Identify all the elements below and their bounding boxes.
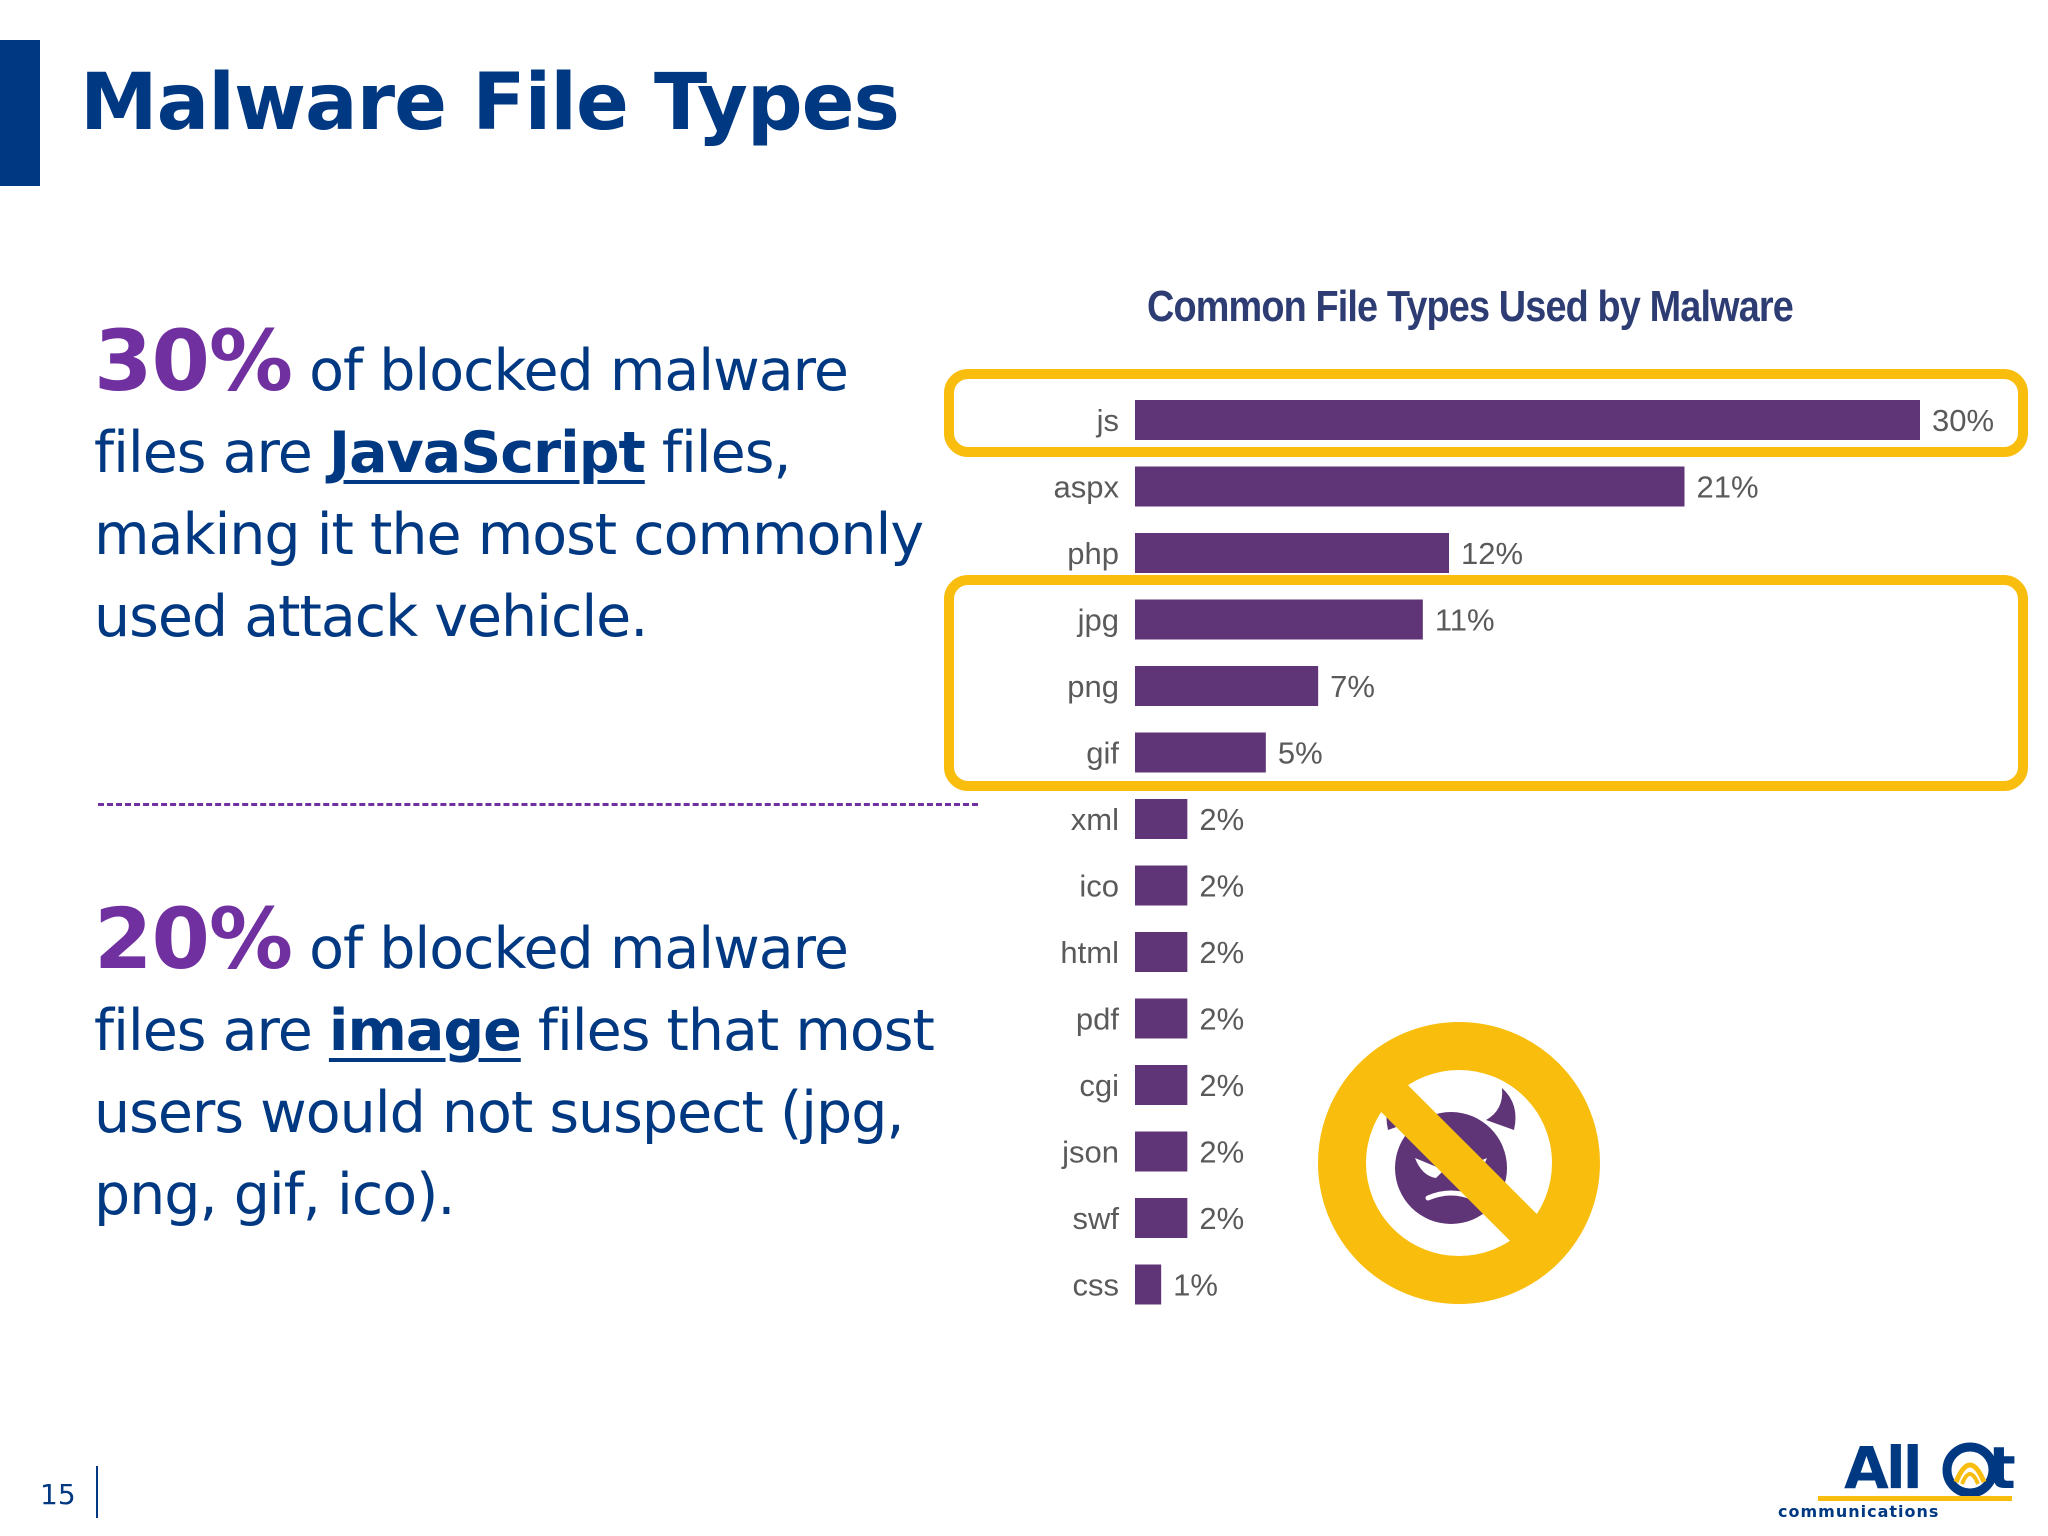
value-label-cgi: 2% (1199, 1068, 1244, 1103)
bar-php (1135, 533, 1449, 573)
stat-text: files that most users would not suspect … (94, 998, 935, 1228)
stat-text: of blocked malware files are (94, 916, 849, 1064)
bar-chart: js 30% aspx 21% php 12% jpg 11% png 7% gif 5% xml 2% i… (1054, 400, 1994, 1305)
highlight-box-images (944, 575, 2028, 791)
bar-html (1135, 932, 1188, 972)
category-label-json: json (1061, 1135, 1119, 1170)
stat-percent: 30% (94, 312, 293, 410)
bar-swf (1135, 1198, 1188, 1238)
value-label-jpg: 11% (1435, 603, 1495, 638)
category-label-png: png (1067, 669, 1119, 704)
bar-js (1135, 400, 1920, 440)
value-label-css: 1% (1173, 1268, 1218, 1303)
category-label-ico: ico (1079, 869, 1119, 904)
value-label-png: 7% (1330, 669, 1375, 704)
category-label-cgi: cgi (1079, 1068, 1119, 1103)
highlight-box-javascript (944, 369, 2028, 457)
category-label-js: js (1096, 403, 1119, 438)
category-label-jpg: jpg (1077, 603, 1119, 638)
value-label-pdf: 2% (1199, 1002, 1244, 1037)
value-label-aspx: 21% (1697, 470, 1759, 505)
bar-css (1135, 1264, 1162, 1305)
value-label-gif: 5% (1278, 736, 1323, 771)
chart-title: Common File Types Used by Malware (1147, 282, 1794, 331)
bar-ico (1135, 865, 1188, 906)
bar-xml (1135, 799, 1188, 839)
no-malware-sign-icon (1318, 1022, 1600, 1304)
category-label-swf: swf (1073, 1201, 1120, 1236)
logo-subtitle: communications (1778, 1502, 1940, 1521)
bar-jpg (1135, 599, 1423, 640)
logo-text: All (1844, 1434, 1923, 1502)
stat-javascript: 30% of blocked malware files are JavaScr… (94, 319, 954, 658)
value-label-js: 30% (1932, 403, 1994, 438)
stat-emphasis: JavaScript (328, 420, 646, 486)
value-label-swf: 2% (1199, 1201, 1244, 1236)
bar-png (1135, 666, 1319, 706)
slide-title: Malware File Types (80, 58, 900, 148)
bar-pdf (1135, 998, 1188, 1039)
logo-underline (1818, 1496, 2012, 1501)
value-label-xml: 2% (1199, 802, 1244, 837)
category-label-xml: xml (1071, 802, 1119, 837)
stat-text: files, making it the most commonly used … (94, 420, 924, 650)
value-label-html: 2% (1199, 935, 1244, 970)
bar-cgi (1135, 1065, 1188, 1105)
bar-gif (1135, 732, 1266, 773)
stat-percent: 20% (94, 890, 293, 988)
page-number: 15 (40, 1478, 76, 1511)
stat-emphasis: image (328, 998, 522, 1064)
dashed-divider (98, 803, 978, 806)
logo-text-end: t (1988, 1434, 2016, 1502)
value-label-php: 12% (1461, 536, 1523, 571)
category-label-php: php (1067, 536, 1119, 571)
stat-images: 20% of blocked malware files are image f… (94, 897, 954, 1236)
stat-text: of blocked malware files are (94, 338, 849, 486)
logo-o-mark-icon (1942, 1442, 1998, 1498)
category-label-css: css (1073, 1268, 1120, 1303)
bar-json (1135, 1131, 1188, 1172)
category-label-pdf: pdf (1076, 1002, 1119, 1037)
allot-logo: All t communications (1778, 1436, 2028, 1528)
value-label-ico: 2% (1199, 869, 1244, 904)
page-number-separator (96, 1466, 98, 1518)
category-label-aspx: aspx (1054, 470, 1120, 505)
category-label-gif: gif (1086, 736, 1119, 771)
category-label-html: html (1060, 935, 1119, 970)
bar-aspx (1135, 466, 1685, 507)
value-label-json: 2% (1199, 1135, 1244, 1170)
title-accent-bar (0, 40, 40, 186)
